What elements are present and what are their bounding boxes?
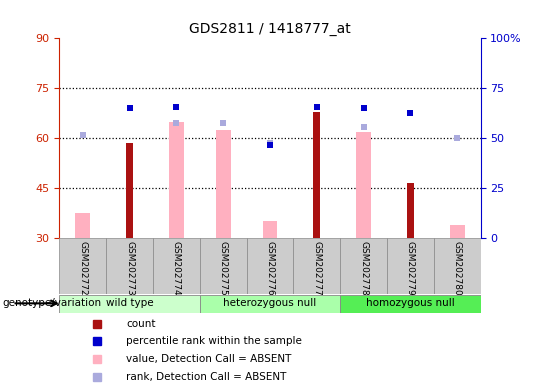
- Bar: [356, 132, 371, 238]
- Bar: [126, 143, 133, 238]
- Text: GSM202772: GSM202772: [78, 241, 87, 296]
- Text: value, Detection Call = ABSENT: value, Detection Call = ABSENT: [126, 354, 291, 364]
- Text: GSM202778: GSM202778: [359, 241, 368, 296]
- Title: GDS2811 / 1418777_at: GDS2811 / 1418777_at: [189, 22, 351, 36]
- Text: GSM202774: GSM202774: [172, 241, 181, 296]
- Bar: [262, 222, 278, 238]
- Text: GSM202779: GSM202779: [406, 241, 415, 296]
- FancyBboxPatch shape: [340, 238, 387, 294]
- Text: genotype/variation: genotype/variation: [3, 298, 102, 308]
- FancyBboxPatch shape: [293, 238, 340, 294]
- Text: percentile rank within the sample: percentile rank within the sample: [126, 336, 302, 346]
- FancyBboxPatch shape: [59, 295, 200, 313]
- FancyBboxPatch shape: [200, 238, 247, 294]
- Bar: [407, 183, 414, 238]
- FancyBboxPatch shape: [59, 238, 106, 294]
- Bar: [75, 213, 90, 238]
- Text: GSM202777: GSM202777: [312, 241, 321, 296]
- Text: GSM202780: GSM202780: [453, 241, 462, 296]
- Text: homozygous null: homozygous null: [366, 298, 455, 308]
- FancyBboxPatch shape: [247, 238, 293, 294]
- Text: GSM202775: GSM202775: [219, 241, 228, 296]
- Bar: [450, 225, 465, 238]
- Text: heterozygous null: heterozygous null: [224, 298, 316, 308]
- Text: wild type: wild type: [106, 298, 153, 308]
- Text: count: count: [126, 319, 156, 329]
- FancyBboxPatch shape: [434, 238, 481, 294]
- FancyBboxPatch shape: [153, 238, 200, 294]
- FancyBboxPatch shape: [106, 238, 153, 294]
- FancyBboxPatch shape: [340, 295, 481, 313]
- Text: rank, Detection Call = ABSENT: rank, Detection Call = ABSENT: [126, 372, 286, 382]
- FancyBboxPatch shape: [200, 295, 340, 313]
- Bar: [169, 122, 184, 238]
- Bar: [313, 112, 320, 238]
- Bar: [215, 130, 231, 238]
- Text: GSM202773: GSM202773: [125, 241, 134, 296]
- FancyBboxPatch shape: [387, 238, 434, 294]
- Text: GSM202776: GSM202776: [266, 241, 274, 296]
